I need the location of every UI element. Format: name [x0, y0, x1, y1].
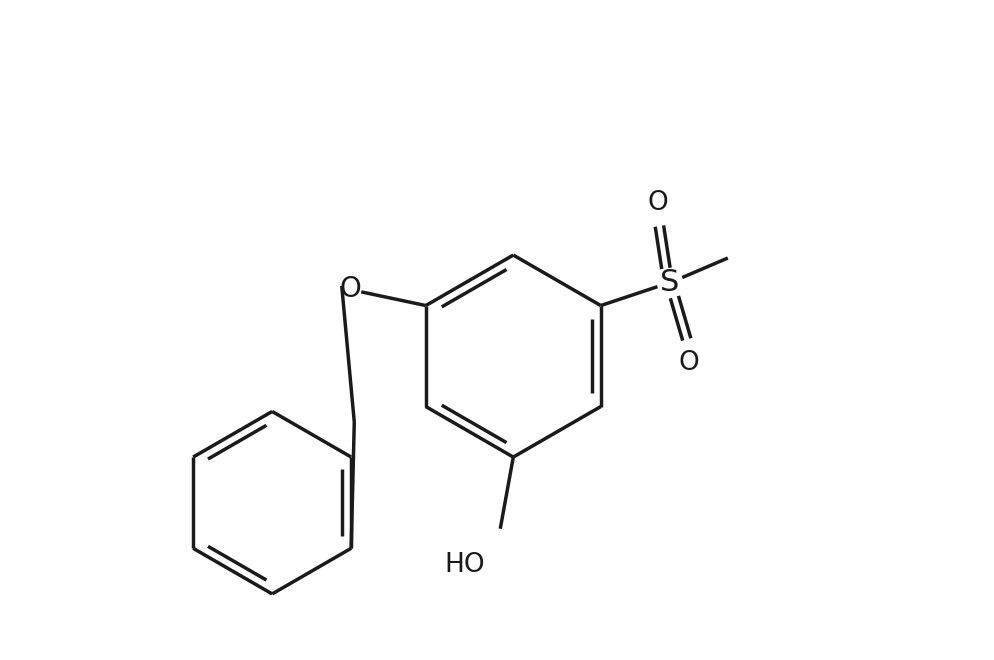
- Text: O: O: [647, 189, 668, 216]
- Text: O: O: [678, 350, 699, 376]
- Text: S: S: [659, 268, 679, 297]
- Text: HO: HO: [444, 552, 485, 578]
- Text: O: O: [340, 275, 362, 304]
